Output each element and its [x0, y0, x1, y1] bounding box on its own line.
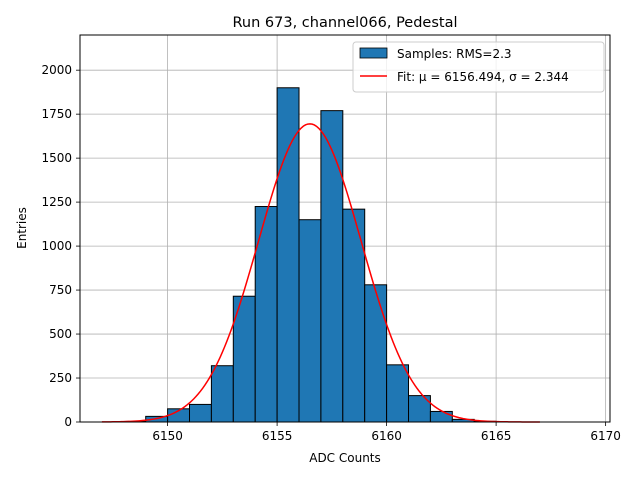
histogram-bar — [320, 110, 344, 423]
histogram-bars — [123, 87, 497, 423]
histogram-bar — [189, 403, 212, 423]
y-tick-label: 1000 — [41, 239, 72, 253]
x-axis-label: ADC Counts — [309, 451, 381, 465]
y-tick-label: 0 — [64, 415, 72, 429]
histogram-bar — [429, 410, 453, 423]
y-tick-label: 500 — [49, 327, 72, 341]
x-tick-label: 6150 — [152, 429, 183, 443]
x-tick-label: 6155 — [262, 429, 293, 443]
histogram-bar — [386, 364, 410, 423]
fit-curve — [101, 123, 540, 423]
y-tick-label: 1500 — [41, 151, 72, 165]
legend-label-fit: Fit: μ = 6156.494, σ = 2.344 — [397, 70, 569, 84]
x-tick-label: 6170 — [590, 429, 621, 443]
histogram-bar — [276, 87, 300, 423]
chart-title: Run 673, channel066, Pedestal — [232, 15, 457, 31]
histogram-bar — [298, 219, 322, 423]
y-tick-label: 1750 — [41, 107, 72, 121]
plot-frame — [79, 34, 611, 423]
y-axis-ticks: 0 250 500 750 1000 1250 1500 1750 2000 — [41, 63, 80, 429]
x-tick-label: 6160 — [371, 429, 402, 443]
x-tick-label: 6165 — [481, 429, 512, 443]
legend: Samples: RMS=2.3 Fit: μ = 6156.494, σ = … — [352, 41, 605, 93]
y-tick-label: 250 — [49, 371, 72, 385]
y-tick-label: 1250 — [41, 195, 72, 209]
legend-box — [352, 41, 605, 93]
y-tick-label: 750 — [49, 283, 72, 297]
histogram-bar — [364, 284, 388, 423]
legend-swatch-samples — [359, 47, 388, 59]
histogram-bar — [210, 365, 234, 423]
y-axis-label: Entries — [15, 207, 29, 249]
y-tick-label: 2000 — [41, 63, 72, 77]
legend-label-samples: Samples: RMS=2.3 — [397, 47, 512, 61]
x-axis-ticks: 6150 6155 6160 6165 6170 — [152, 422, 621, 443]
